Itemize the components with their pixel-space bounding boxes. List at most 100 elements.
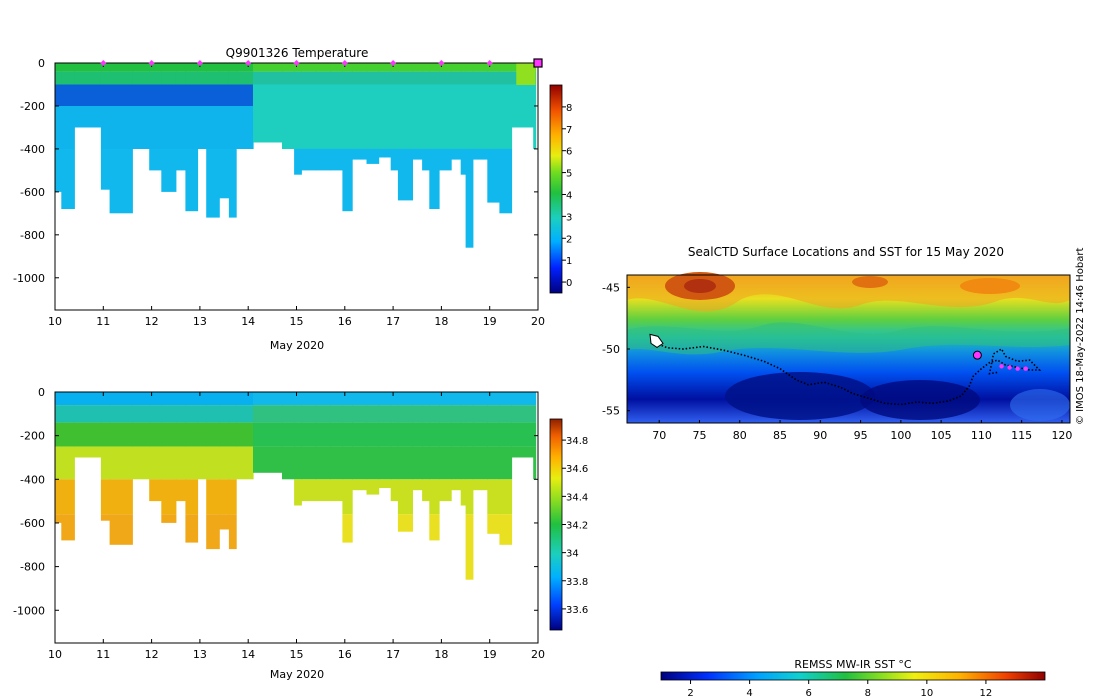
profile-cell (451, 148, 462, 160)
profile-cell (366, 422, 380, 447)
profile-cell (439, 63, 452, 72)
profile-cell (342, 422, 353, 447)
profile-cell (499, 446, 513, 480)
profile-cell (472, 392, 488, 406)
sst-colorbar-tick-label: 10 (920, 688, 933, 699)
profile-cell (342, 148, 353, 212)
profile-cell (175, 71, 187, 85)
map-y-tick-label: -45 (602, 281, 620, 294)
profile-cell (499, 106, 513, 149)
profile-cell (236, 405, 254, 423)
x-tick-label: 14 (241, 648, 255, 661)
profile-cell (100, 446, 111, 480)
profile-cell (55, 84, 62, 106)
colorbar-tick-label: 3 (566, 212, 572, 223)
profile-cell (390, 422, 399, 447)
profile-cell (330, 84, 343, 106)
profile-cell (61, 405, 75, 423)
profile-cell (342, 84, 353, 106)
profile-cell (301, 422, 317, 447)
profile-cell (465, 148, 474, 248)
profile-cell (422, 479, 430, 502)
profile-cell (412, 84, 423, 106)
colorbar-tick-label: 34.4 (566, 492, 588, 503)
profile-cell (378, 63, 392, 72)
profile-cell (55, 63, 62, 72)
profile-cell (61, 106, 75, 149)
profile-cell (294, 84, 302, 106)
profile-cell (390, 71, 399, 85)
profile-cell (533, 106, 537, 149)
profile-cell (390, 446, 399, 480)
colorbar-tick-label: 34.8 (566, 436, 588, 447)
profile-cell (378, 446, 392, 480)
colorbar-tick-label: 7 (566, 125, 572, 136)
profile-cell (100, 84, 111, 106)
profile-cell (390, 63, 399, 72)
map-x-tick-label: 90 (813, 429, 827, 442)
profile-cell (315, 106, 331, 149)
profile-cell (342, 479, 353, 515)
colorbar-tick-label: 1 (566, 256, 572, 267)
profile-cell (253, 422, 283, 447)
profile-cell (451, 405, 462, 423)
profile-cell (149, 106, 162, 149)
profile-cell (533, 405, 537, 423)
profile-cell (499, 63, 513, 72)
profile-cell (100, 479, 111, 515)
profile-cell (439, 446, 452, 480)
profile-cell (499, 514, 513, 545)
profile-cell (206, 446, 220, 480)
x-tick-label: 16 (338, 648, 352, 661)
profile-cell (465, 71, 474, 85)
map-x-tick-label: 75 (692, 429, 706, 442)
profile-cell (185, 446, 199, 480)
profile-cell (132, 422, 150, 447)
profile-cell (55, 479, 62, 515)
profile-cell (390, 392, 399, 406)
temperature-section: Q9901326 Temperature 10 11 12 13 14 15 16 17 18 1… (13, 46, 572, 352)
profile-cell (439, 479, 452, 502)
profile-cell (55, 392, 62, 406)
profile-cell (236, 392, 254, 406)
profile-cell (429, 392, 440, 406)
profile-cell (301, 63, 317, 72)
profile-cell (366, 71, 380, 85)
profile-cell (228, 392, 237, 406)
profile-cell (390, 84, 399, 106)
profile-cell (397, 392, 413, 406)
profile-cell (487, 392, 500, 406)
profile-cell (61, 84, 75, 106)
colorbar-tick-label: 5 (566, 169, 572, 180)
profile-cell (219, 479, 230, 515)
profile-cell (149, 63, 162, 72)
profile-cell (253, 446, 283, 473)
profile-cell (412, 422, 423, 447)
profile-cell (109, 446, 133, 480)
profile-cell (342, 405, 353, 423)
profile-cell (219, 405, 230, 423)
profile-cell (429, 84, 440, 106)
profile-cell (460, 479, 467, 506)
profile-cell (378, 405, 392, 423)
profile-cell (429, 514, 440, 541)
map-x-tick-label: 105 (931, 429, 952, 442)
profile-cell (185, 392, 199, 406)
x-tick-label: 11 (96, 315, 110, 328)
profile-cell (175, 446, 187, 480)
profile-cell (301, 106, 317, 149)
profile-cell (253, 63, 283, 72)
profile-cell (439, 405, 452, 423)
profile-cell (465, 446, 474, 480)
profile-cell (301, 446, 317, 480)
profile-cell (330, 106, 343, 149)
profile-cell (472, 63, 488, 72)
profile-cell (342, 106, 353, 149)
profile-cell (465, 422, 474, 447)
profile-cell (161, 71, 177, 85)
temperature-colorbar (549, 84, 563, 294)
profile-cell (499, 148, 513, 214)
profile-cell (301, 405, 317, 423)
profile-cell (465, 63, 474, 72)
x-tick-label: 15 (290, 648, 304, 661)
